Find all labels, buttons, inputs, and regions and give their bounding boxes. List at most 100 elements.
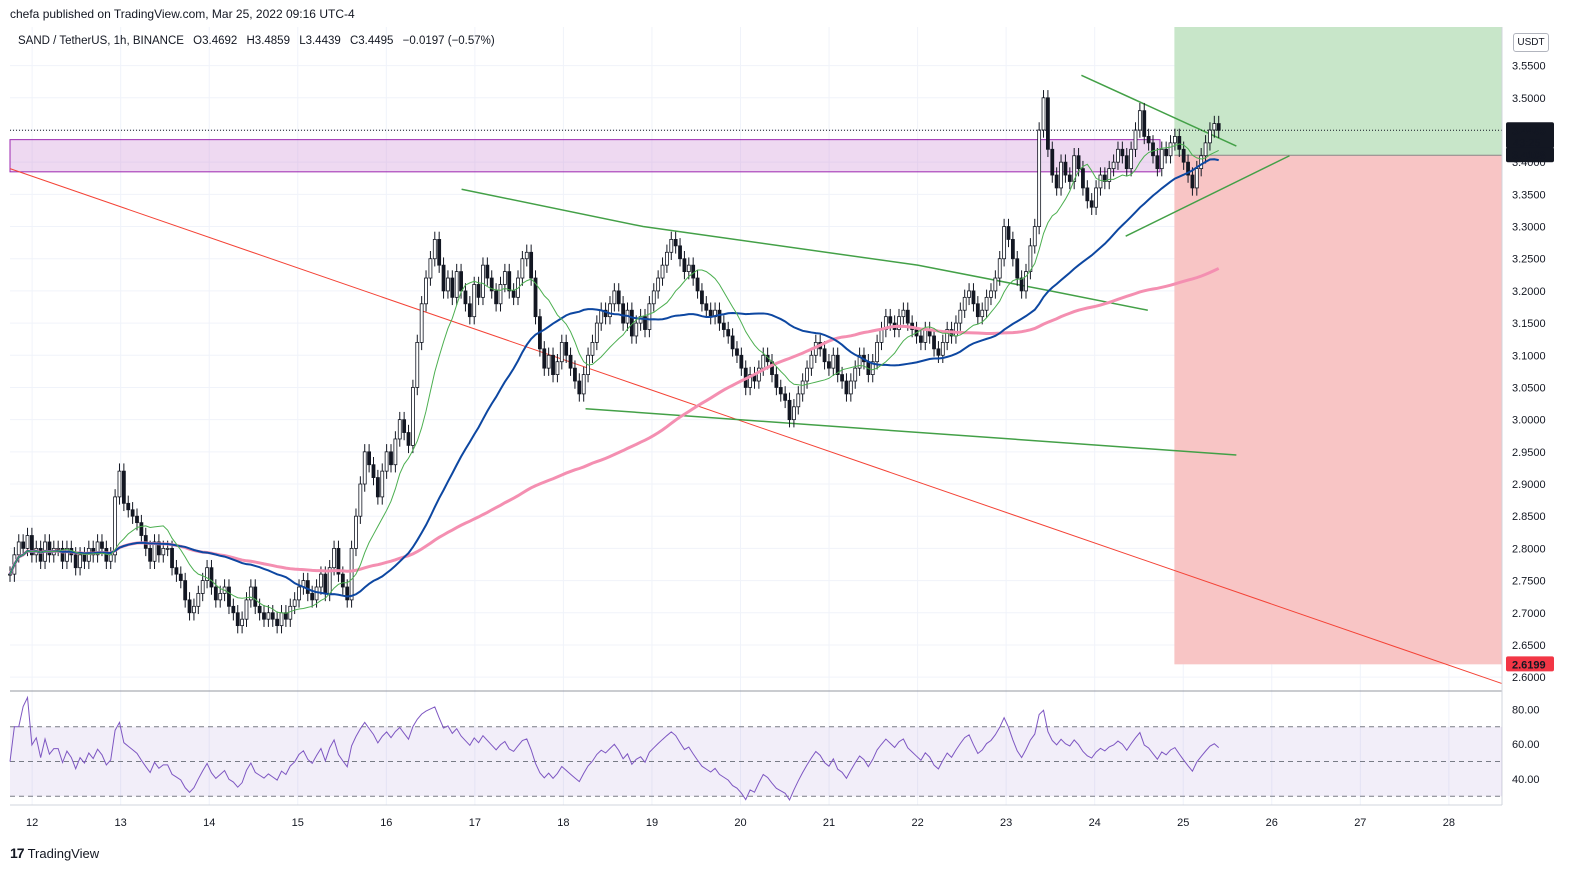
pattern-trendline[interactable] (461, 188, 1148, 311)
candle[interactable] (340, 573, 345, 588)
stop-loss-zone[interactable] (1174, 155, 1502, 665)
candle[interactable] (1002, 226, 1007, 260)
candle[interactable] (651, 290, 656, 305)
candle[interactable] (919, 335, 923, 343)
candle[interactable] (454, 271, 459, 298)
candle[interactable] (1129, 148, 1134, 170)
candle[interactable] (257, 605, 262, 614)
candle[interactable] (139, 522, 144, 536)
candle[interactable] (472, 284, 477, 318)
candle[interactable] (148, 547, 153, 562)
candle[interactable] (108, 554, 113, 562)
candle[interactable] (248, 586, 253, 601)
candle[interactable] (555, 361, 560, 375)
candle[interactable] (857, 354, 862, 369)
candle[interactable] (1116, 148, 1120, 163)
candle[interactable] (1067, 174, 1072, 182)
candle[interactable] (1199, 155, 1204, 170)
candle[interactable] (1173, 136, 1177, 144)
candle[interactable] (1190, 174, 1195, 189)
candle[interactable] (450, 277, 455, 298)
candle[interactable] (1050, 148, 1055, 176)
candle[interactable] (888, 316, 893, 324)
take-profit-zone[interactable] (1174, 27, 1502, 156)
candle[interactable] (1186, 161, 1190, 176)
candle[interactable] (559, 342, 564, 363)
candle[interactable] (86, 547, 91, 562)
candle[interactable] (748, 374, 753, 388)
candle[interactable] (367, 451, 372, 466)
candle[interactable] (695, 277, 700, 292)
candle[interactable] (730, 335, 735, 350)
candle[interactable] (1111, 161, 1116, 170)
candle[interactable] (354, 515, 358, 549)
candle[interactable] (240, 618, 245, 627)
candle[interactable] (800, 380, 805, 395)
candle[interactable] (1054, 174, 1059, 189)
candle[interactable] (1059, 161, 1063, 189)
currency-unit-badge[interactable]: USDT (1513, 33, 1549, 52)
candle[interactable] (244, 599, 249, 620)
candle[interactable] (1159, 148, 1164, 170)
candle[interactable] (796, 393, 801, 408)
candle[interactable] (135, 515, 139, 524)
candle[interactable] (397, 419, 402, 440)
candle[interactable] (700, 290, 704, 305)
candle[interactable] (502, 271, 507, 285)
candle[interactable] (1046, 97, 1050, 150)
candle[interactable] (1024, 271, 1028, 292)
pattern-trendline[interactable] (585, 407, 1237, 456)
candle[interactable] (1085, 187, 1090, 202)
candle[interactable] (16, 541, 21, 556)
candle[interactable] (402, 419, 407, 433)
candle[interactable] (665, 251, 669, 266)
candle[interactable] (612, 290, 617, 305)
candle[interactable] (511, 290, 516, 298)
candle[interactable] (38, 547, 43, 562)
candle[interactable] (1041, 97, 1046, 131)
candle[interactable] (621, 303, 626, 324)
candle[interactable] (161, 547, 166, 556)
candle[interactable] (428, 258, 433, 279)
candle[interactable] (1102, 174, 1107, 182)
candle[interactable] (213, 586, 218, 601)
candle[interactable] (415, 342, 420, 388)
candle[interactable] (292, 599, 297, 607)
candle[interactable] (568, 354, 573, 369)
candle[interactable] (459, 271, 463, 292)
candle[interactable] (778, 387, 783, 395)
candle[interactable] (100, 541, 104, 549)
candle[interactable] (266, 612, 271, 620)
candle[interactable] (997, 258, 1002, 279)
candle[interactable] (1151, 142, 1155, 157)
candle[interactable] (275, 618, 280, 627)
candle[interactable] (1181, 148, 1186, 163)
candle[interactable] (809, 354, 814, 369)
candle[interactable] (78, 554, 82, 569)
candle[interactable] (393, 438, 398, 466)
candle[interactable] (1063, 161, 1068, 176)
candle[interactable] (975, 303, 980, 318)
candle[interactable] (262, 612, 266, 620)
candle[interactable] (507, 271, 512, 292)
candle[interactable] (375, 477, 380, 498)
candle[interactable] (739, 354, 744, 369)
candle[interactable] (822, 348, 827, 363)
candle[interactable] (73, 554, 78, 569)
candle[interactable] (958, 309, 963, 324)
candle[interactable] (380, 470, 385, 498)
candle[interactable] (827, 361, 831, 369)
candle[interactable] (989, 290, 993, 298)
candle[interactable] (174, 567, 179, 575)
candle[interactable] (389, 451, 393, 466)
candle[interactable] (336, 547, 341, 575)
candle[interactable] (345, 586, 350, 601)
candle[interactable] (761, 354, 766, 369)
candle[interactable] (608, 303, 612, 318)
candle[interactable] (117, 470, 122, 498)
candle[interactable] (616, 290, 621, 305)
candle[interactable] (905, 309, 910, 324)
legend-symbol[interactable]: SAND / TetherUS, 1h, BINANCE (18, 35, 184, 47)
candle[interactable] (283, 612, 288, 620)
candle[interactable] (831, 354, 836, 369)
